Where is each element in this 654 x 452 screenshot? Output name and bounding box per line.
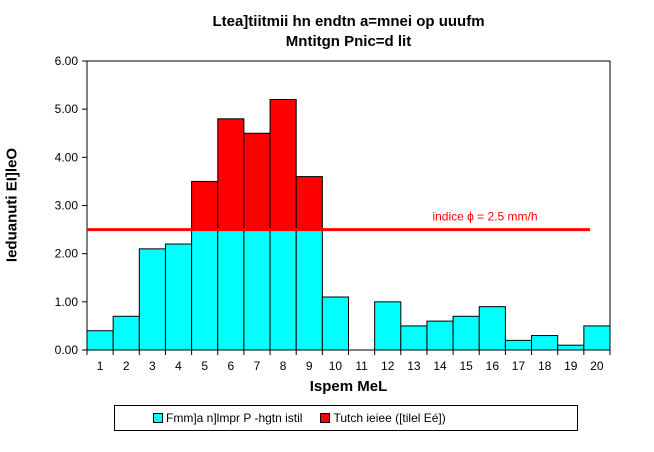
legend-swatch-red	[320, 413, 331, 423]
x-tick-label: 1	[97, 359, 104, 373]
bar-below-threshold	[269, 229, 297, 351]
x-tick-label: 2	[123, 359, 130, 373]
bar-below-threshold	[557, 344, 585, 351]
chart-title: Ltea]tiitmii hn endtn a=mnei op uuufm	[212, 13, 485, 30]
bar-below-threshold	[504, 339, 533, 351]
y-tick-label: 3.00	[55, 199, 79, 213]
bar-below-threshold	[86, 330, 114, 351]
y-tick-label: 0.00	[55, 343, 79, 357]
bar-below-threshold	[531, 335, 559, 351]
bar-above-threshold	[217, 118, 245, 231]
x-axis-label: Ispem MeL	[309, 378, 388, 395]
x-tick-label: 4	[175, 359, 182, 373]
legend-label: Fmm]a n]lmpr P -hgtn istil	[166, 411, 303, 425]
bar-below-threshold	[138, 248, 166, 351]
y-tick-label: 4.00	[55, 150, 79, 164]
x-tick-label: 7	[254, 359, 261, 373]
bar-below-threshold	[243, 229, 271, 351]
bar-below-threshold	[452, 315, 480, 351]
y-tick-label: 5.00	[55, 102, 79, 116]
chart-subtitle: Mntitgn Pnic=d lit	[285, 33, 412, 50]
x-tick-label: 20	[590, 359, 604, 373]
y-tick-label: 6.00	[55, 54, 79, 68]
x-tick-label: 14	[433, 359, 447, 373]
bar-below-threshold	[164, 243, 193, 351]
bar-below-threshold	[478, 306, 506, 351]
bar-below-threshold	[400, 325, 428, 351]
x-tick-label: 10	[329, 359, 343, 373]
legend-item-below-threshold: Fmm]a n]lmpr P -hgtn istil	[153, 411, 302, 425]
bar-above-threshold	[243, 132, 271, 231]
x-tick-label: 18	[538, 359, 552, 373]
legend: Fmm]a n]lmpr P -hgtn istil Tutch ieiee (…	[114, 405, 578, 431]
x-tick-label: 9	[306, 359, 313, 373]
bar-below-threshold	[295, 229, 323, 351]
bar-below-threshold	[374, 301, 402, 351]
bar-below-threshold	[191, 229, 219, 351]
x-tick-label: 17	[512, 359, 526, 373]
threshold-label: indice ϕ = 2.5 mm/h	[432, 210, 537, 224]
y-tick-label: 1.00	[55, 295, 79, 309]
bar-above-threshold	[191, 180, 219, 231]
x-tick-label: 15	[459, 359, 473, 373]
bar-below-threshold	[583, 325, 611, 351]
x-tick-label: 13	[407, 359, 421, 373]
x-tick-label: 16	[486, 359, 500, 373]
x-tick-label: 6	[227, 359, 234, 373]
legend-label: Tutch ieiee ([tilel Eé])	[333, 411, 446, 425]
bar-below-threshold	[217, 229, 245, 351]
x-tick-label: 12	[381, 359, 395, 373]
x-tick-label: 5	[201, 359, 208, 373]
bar-below-threshold	[321, 296, 350, 351]
legend-item-above-threshold: Tutch ieiee ([tilel Eé])	[320, 411, 446, 425]
x-tick-label: 19	[564, 359, 578, 373]
x-tick-label: 8	[280, 359, 287, 373]
bar-above-threshold	[269, 99, 297, 231]
legend-swatch-cyan	[153, 413, 163, 423]
bar-below-threshold	[426, 320, 454, 351]
x-tick-label: 3	[149, 359, 156, 373]
x-tick-label: 11	[355, 359, 368, 373]
y-tick-label: 2.00	[55, 247, 79, 261]
bar-above-threshold	[295, 176, 323, 231]
bar-below-threshold	[112, 315, 140, 351]
